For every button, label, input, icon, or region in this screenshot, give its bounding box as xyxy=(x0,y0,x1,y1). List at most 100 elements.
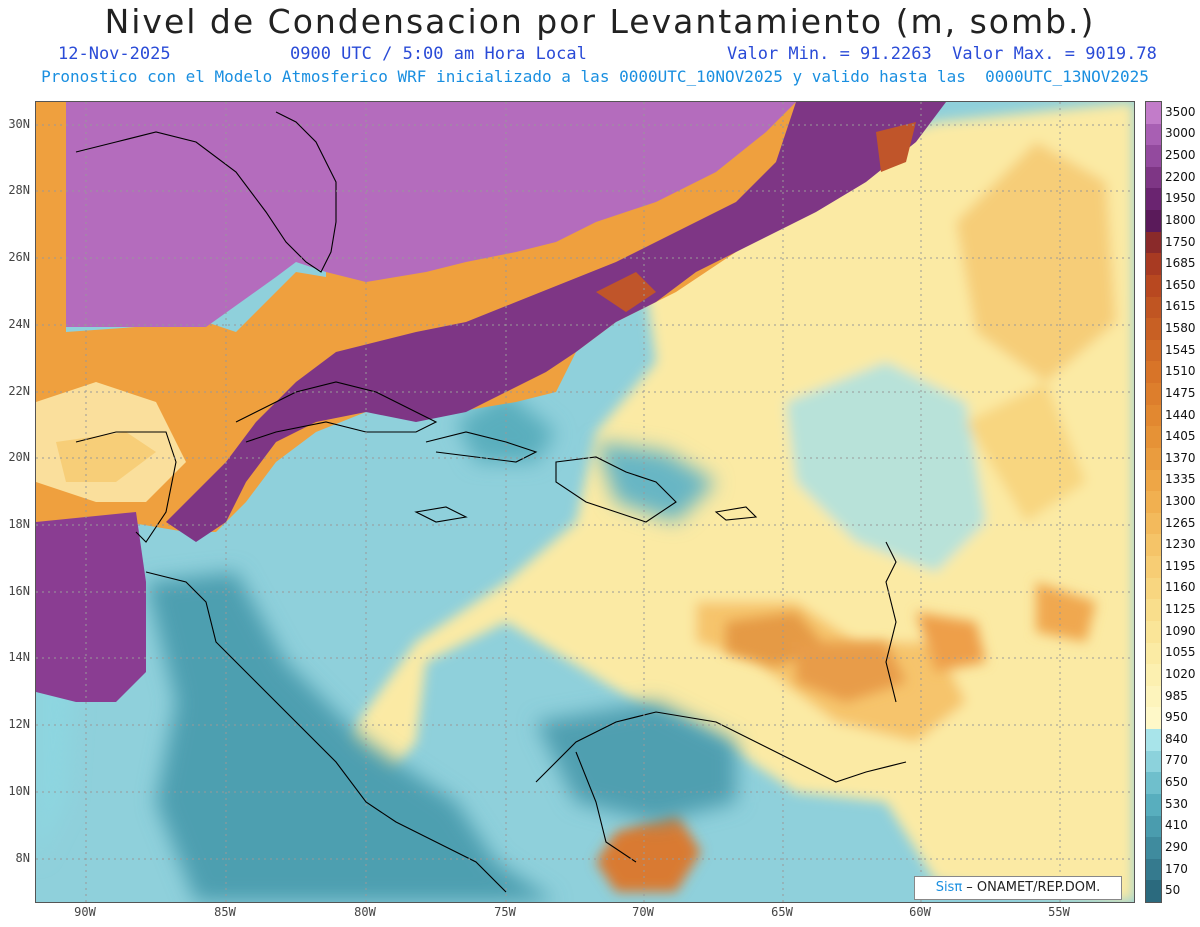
colorbar-segment xyxy=(1146,231,1161,254)
colorbar-segment xyxy=(1146,858,1161,881)
colorbar-label: 1545 xyxy=(1165,342,1196,357)
colorbar-segment xyxy=(1146,253,1161,276)
lon-label: 75W xyxy=(494,905,516,919)
lat-label: 12N xyxy=(8,717,30,731)
colorbar-segment xyxy=(1146,469,1161,492)
lon-label: 65W xyxy=(771,905,793,919)
lon-label: 60W xyxy=(909,905,931,919)
credit-text: – ONAMET/REP.DOM. xyxy=(962,880,1101,895)
colorbar-segment xyxy=(1146,750,1161,773)
colorbar-segment xyxy=(1146,793,1161,816)
colorbar-label: 2500 xyxy=(1165,148,1196,163)
colorbar-label: 290 xyxy=(1165,839,1188,854)
colorbar-label: 3500 xyxy=(1165,104,1196,119)
lat-label: 16N xyxy=(8,584,30,598)
lat-label: 30N xyxy=(8,117,30,131)
colorbar-segment xyxy=(1146,512,1161,535)
colorbar-segment xyxy=(1146,772,1161,795)
colorbar-segment xyxy=(1146,102,1161,125)
colorbar-label: 1300 xyxy=(1165,494,1196,508)
lat-label: 8N xyxy=(15,851,30,865)
lat-label: 22N xyxy=(8,384,30,398)
colorbar-segment xyxy=(1146,123,1161,146)
colorbar-label: 1125 xyxy=(1165,602,1196,617)
colorbar-label: 770 xyxy=(1165,753,1188,768)
colorbar-segment xyxy=(1146,447,1161,471)
colorbar-label: 1335 xyxy=(1165,472,1196,487)
colorbar-segment xyxy=(1146,383,1161,406)
sispi-logo-text: Sisπ xyxy=(935,880,963,895)
colorbar-label: 1615 xyxy=(1165,299,1196,314)
forecast-description: Pronostico con el Modelo Atmosferico WRF… xyxy=(41,67,1149,86)
colorbar-label: 1265 xyxy=(1165,515,1196,530)
colorbar-segment xyxy=(1146,620,1161,644)
colorbar-segment xyxy=(1146,815,1161,838)
colorbar-label: 1020 xyxy=(1165,666,1196,681)
colorbar-segment xyxy=(1146,426,1161,449)
colorbar-label: 2200 xyxy=(1165,169,1196,184)
colorbar-segment xyxy=(1146,577,1161,600)
lon-label: 80W xyxy=(354,905,376,919)
colorbar xyxy=(1145,101,1162,903)
colorbar-label: 1160 xyxy=(1165,580,1196,595)
colorbar-label: 1800 xyxy=(1165,212,1196,227)
colorbar-label: 1370 xyxy=(1165,450,1196,465)
colorbar-label: 840 xyxy=(1165,731,1188,746)
colorbar-segment xyxy=(1146,880,1161,903)
colorbar-segment xyxy=(1146,837,1161,860)
lon-label: 90W xyxy=(74,905,96,919)
coastlines xyxy=(75,111,907,893)
lon-label: 55W xyxy=(1048,905,1070,919)
colorbar-segment xyxy=(1146,707,1161,730)
high-lcl-purple xyxy=(36,102,946,702)
lat-label: 18N xyxy=(8,517,30,531)
colorbar-label: 1950 xyxy=(1165,191,1196,206)
colorbar-label: 50 xyxy=(1165,883,1181,898)
colorbar-label: 1685 xyxy=(1165,256,1196,271)
lat-label: 24N xyxy=(8,317,30,331)
lon-label: 85W xyxy=(214,905,236,919)
lon-label: 70W xyxy=(632,905,654,919)
colorbar-label: 410 xyxy=(1165,818,1188,833)
colorbar-segment xyxy=(1146,556,1161,579)
colorbar-segment xyxy=(1146,664,1161,687)
colorbar-segment xyxy=(1146,534,1161,557)
colorbar-segment xyxy=(1146,599,1161,622)
colorbar-label: 1750 xyxy=(1165,234,1196,249)
colorbar-label: 1650 xyxy=(1165,277,1196,292)
graticule xyxy=(36,102,1134,902)
colorbar-label: 1580 xyxy=(1165,321,1196,336)
colorbar-segment xyxy=(1146,296,1161,319)
colorbar-label: 1510 xyxy=(1165,364,1196,379)
lat-label: 28N xyxy=(8,183,30,197)
colorbar-label: 1475 xyxy=(1165,385,1196,400)
colorbar-label: 1055 xyxy=(1165,645,1196,660)
colorbar-segment xyxy=(1146,729,1161,752)
lat-label: 14N xyxy=(8,650,30,664)
colorbar-segment xyxy=(1146,361,1161,384)
colorbar-label: 1440 xyxy=(1165,407,1196,422)
colorbar-label: 950 xyxy=(1165,710,1188,725)
valid-date: 12-Nov-2025 xyxy=(58,44,171,64)
colorbar-segment xyxy=(1146,339,1161,362)
lcl-field-map xyxy=(36,102,1134,902)
credit-box: Sisπ – ONAMET/REP.DOM. xyxy=(914,876,1122,900)
lat-label: 20N xyxy=(8,450,30,464)
colorbar-segment xyxy=(1146,491,1161,514)
colorbar-label: 1090 xyxy=(1165,623,1196,638)
colorbar-segment xyxy=(1146,404,1161,427)
lat-label: 26N xyxy=(8,250,30,264)
colorbar-segment xyxy=(1146,145,1161,168)
colorbar-segment xyxy=(1146,642,1161,665)
colorbar-label: 1195 xyxy=(1165,558,1196,573)
colorbar-label: 1230 xyxy=(1165,537,1196,552)
colorbar-label: 650 xyxy=(1165,775,1188,790)
colorbar-label: 985 xyxy=(1165,688,1188,703)
colorbar-segment xyxy=(1146,210,1161,233)
map-panel xyxy=(35,101,1135,903)
colorbar-label: 170 xyxy=(1165,861,1188,876)
orange-field xyxy=(596,582,1096,892)
lat-label: 10N xyxy=(8,784,30,798)
map-title: Nivel de Condensacion por Levantamiento … xyxy=(104,2,1096,41)
colorbar-label: 530 xyxy=(1165,796,1188,811)
